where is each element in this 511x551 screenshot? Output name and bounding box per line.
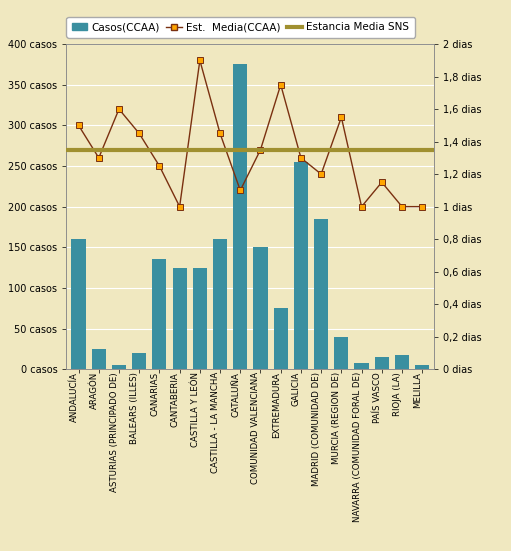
Text: RIOJA (LA): RIOJA (LA) (393, 372, 402, 415)
Bar (395, 354, 409, 369)
Bar (415, 365, 429, 369)
Bar (314, 219, 328, 369)
Text: NAVARRA (COMUNIDAD FORAL DE): NAVARRA (COMUNIDAD FORAL DE) (353, 372, 362, 522)
Bar (355, 364, 368, 369)
Bar (213, 239, 227, 369)
Text: ARAGÓN: ARAGÓN (90, 372, 99, 409)
Bar (334, 337, 349, 369)
Bar (375, 357, 389, 369)
Text: COMUNIDAD VALENCIANA: COMUNIDAD VALENCIANA (251, 372, 261, 484)
Text: CANARIAS: CANARIAS (150, 372, 159, 416)
Bar (112, 365, 126, 369)
Bar (233, 64, 247, 369)
Text: PAÍS VASCO: PAÍS VASCO (373, 372, 382, 423)
Text: CATALUÑA: CATALUÑA (231, 372, 240, 417)
Bar (152, 260, 167, 369)
Text: CASTILLA Y LEÓN: CASTILLA Y LEÓN (191, 372, 200, 447)
Bar (294, 162, 308, 369)
Text: MURCIA (REGION DE): MURCIA (REGION DE) (332, 372, 341, 464)
Bar (193, 268, 207, 369)
Text: MELILLA: MELILLA (413, 372, 422, 408)
Text: EXTREMADURA: EXTREMADURA (272, 372, 281, 438)
Text: MADRID (COMUNIDAD DE): MADRID (COMUNIDAD DE) (312, 372, 321, 486)
Bar (273, 308, 288, 369)
Text: CANTABERIA: CANTABERIA (171, 372, 180, 426)
Bar (132, 353, 146, 369)
Text: GALICIA: GALICIA (292, 372, 301, 406)
Bar (253, 247, 268, 369)
Legend: Casos(CCAA), Est.  Media(CCAA), Estancia Media SNS: Casos(CCAA), Est. Media(CCAA), Estancia … (66, 17, 414, 37)
Bar (91, 349, 106, 369)
Text: BALEARS (ILLES): BALEARS (ILLES) (130, 372, 139, 444)
Bar (173, 268, 187, 369)
Text: ASTURIAS (PRINCIPADO DE): ASTURIAS (PRINCIPADO DE) (110, 372, 119, 491)
Text: CASTILLA - LA MANCHA: CASTILLA - LA MANCHA (211, 372, 220, 473)
Bar (72, 239, 86, 369)
Text: ANDALUCÍA: ANDALUCÍA (69, 372, 79, 422)
